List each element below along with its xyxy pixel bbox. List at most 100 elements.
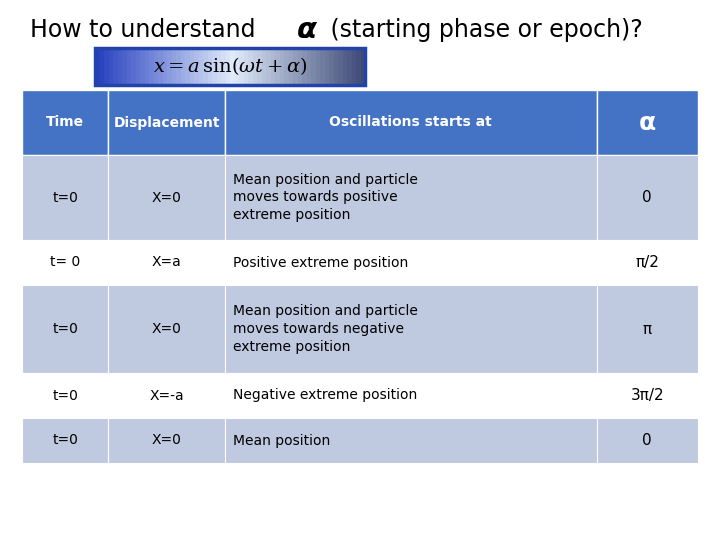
Bar [22, 373, 109, 418]
Bar [253, 48, 258, 85]
Bar [171, 48, 176, 85]
Bar [225, 373, 597, 418]
Text: Oscillations starts at: Oscillations starts at [329, 116, 492, 130]
Bar [104, 48, 109, 85]
Text: X=a: X=a [152, 255, 181, 269]
Bar [271, 48, 276, 85]
Bar [221, 48, 226, 85]
Bar [338, 48, 343, 85]
Text: t=0: t=0 [53, 434, 78, 448]
Text: π: π [643, 321, 652, 336]
Bar [239, 48, 244, 85]
Bar [158, 48, 163, 85]
Bar [167, 48, 172, 85]
Bar [135, 48, 140, 85]
Bar [597, 90, 698, 155]
Bar [279, 48, 284, 85]
Text: Mean position and particle
moves towards positive
extreme position: Mean position and particle moves towards… [233, 173, 418, 222]
Bar [361, 48, 366, 85]
Bar [109, 90, 225, 155]
Text: Negative extreme position: Negative extreme position [233, 388, 417, 402]
Text: Time: Time [46, 116, 84, 130]
Bar [307, 48, 312, 85]
Text: α: α [297, 16, 317, 44]
Bar [289, 48, 294, 85]
Bar [109, 240, 225, 285]
Text: X=0: X=0 [152, 322, 181, 336]
Text: α: α [639, 111, 656, 134]
Bar [109, 285, 225, 373]
Bar [149, 48, 154, 85]
Bar [230, 48, 235, 85]
Text: t=0: t=0 [53, 191, 78, 205]
Bar [22, 418, 109, 463]
Bar [597, 285, 698, 373]
Text: Displacement: Displacement [113, 116, 220, 130]
Bar [189, 48, 194, 85]
Bar [311, 48, 316, 85]
Bar [275, 48, 280, 85]
Bar [199, 48, 204, 85]
Bar [127, 48, 132, 85]
Text: X=0: X=0 [152, 191, 181, 205]
Bar [185, 48, 190, 85]
Bar [99, 48, 104, 85]
Bar [351, 48, 356, 85]
Bar [597, 418, 698, 463]
Bar [113, 48, 118, 85]
Text: X=0: X=0 [152, 434, 181, 448]
Bar [225, 240, 597, 285]
Bar [597, 373, 698, 418]
Bar [293, 48, 298, 85]
Bar [22, 155, 109, 240]
Bar [145, 48, 150, 85]
Bar [22, 240, 109, 285]
Bar [261, 48, 266, 85]
Bar [109, 418, 225, 463]
Bar [225, 90, 597, 155]
Bar [297, 48, 302, 85]
Bar [257, 48, 262, 85]
Bar [225, 418, 597, 463]
Bar [22, 90, 109, 155]
Bar [225, 155, 597, 240]
Text: X=-a: X=-a [149, 388, 184, 402]
Bar [109, 373, 225, 418]
Bar [22, 285, 109, 373]
Bar [225, 285, 597, 373]
Text: 3π/2: 3π/2 [631, 388, 664, 403]
Bar [207, 48, 212, 85]
Bar [117, 48, 122, 85]
Bar [329, 48, 334, 85]
Bar [597, 155, 698, 240]
Text: (starting phase or epoch)?: (starting phase or epoch)? [323, 18, 643, 42]
Bar [131, 48, 136, 85]
Bar [217, 48, 222, 85]
Text: Mean position: Mean position [233, 434, 330, 448]
Bar [302, 48, 307, 85]
Text: π/2: π/2 [635, 255, 660, 270]
Text: t= 0: t= 0 [50, 255, 81, 269]
Bar [243, 48, 248, 85]
Bar [194, 48, 199, 85]
Bar [597, 240, 698, 285]
Text: t=0: t=0 [53, 322, 78, 336]
Text: $x = a\,\sin(\omega t + \alpha)$: $x = a\,\sin(\omega t + \alpha)$ [153, 56, 307, 77]
Text: How to understand: How to understand [30, 18, 263, 42]
Bar [284, 48, 289, 85]
Bar [109, 155, 225, 240]
Bar [315, 48, 320, 85]
Bar [181, 48, 186, 85]
Bar [140, 48, 145, 85]
Bar [95, 48, 365, 85]
Text: 0: 0 [642, 433, 652, 448]
Bar [95, 48, 100, 85]
Bar [163, 48, 168, 85]
Text: 0: 0 [642, 190, 652, 205]
Bar [325, 48, 330, 85]
Bar [122, 48, 127, 85]
Bar [266, 48, 271, 85]
Bar [203, 48, 208, 85]
Bar [176, 48, 181, 85]
Bar [109, 48, 114, 85]
